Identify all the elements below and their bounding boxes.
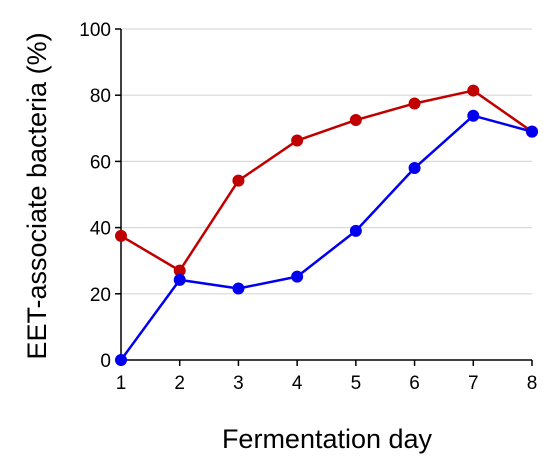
data-point: [467, 84, 480, 97]
data-point: [526, 125, 538, 138]
x-tick-labels: 1 2 3 4 5 6 7 8: [116, 373, 538, 394]
x-tick-label: 7: [468, 373, 479, 394]
x-axis-title: Fermentation day: [222, 424, 433, 454]
data-point: [173, 273, 186, 286]
axes: [115, 28, 533, 366]
x-tick-label: 3: [233, 373, 244, 394]
data-series: [115, 84, 538, 366]
x-tick-label: 1: [116, 373, 127, 394]
y-tick-label: 100: [79, 20, 111, 41]
data-point: [232, 282, 245, 295]
data-point: [408, 97, 421, 110]
data-point: [115, 354, 127, 366]
x-tick-label: 4: [292, 373, 303, 394]
series-2: [115, 109, 538, 366]
data-point: [232, 174, 245, 187]
data-point: [349, 114, 362, 127]
data-point: [467, 109, 480, 122]
x-tick-label: 8: [527, 373, 538, 394]
y-tick-label: 80: [90, 86, 111, 107]
y-tick-label: 20: [90, 285, 111, 306]
series-1: [115, 84, 538, 277]
data-point: [173, 264, 186, 277]
y-tick-label: 0: [100, 351, 111, 372]
gridlines: [121, 28, 532, 295]
series-line: [119, 114, 533, 361]
y-tick-label: 60: [90, 152, 111, 173]
series-line: [120, 89, 533, 272]
x-tick-label: 5: [351, 373, 362, 394]
data-point: [291, 270, 304, 283]
y-tick-labels: 0 20 40 60 80 100: [79, 20, 111, 372]
data-point: [115, 229, 127, 242]
y-axis-title: EET-associate bacteria (%): [22, 32, 52, 359]
data-point: [408, 162, 421, 175]
data-point: [291, 134, 304, 147]
y-tick-label: 40: [90, 219, 111, 240]
x-tick-label: 2: [174, 373, 185, 394]
data-point: [349, 224, 362, 237]
x-tick-label: 6: [409, 373, 420, 394]
